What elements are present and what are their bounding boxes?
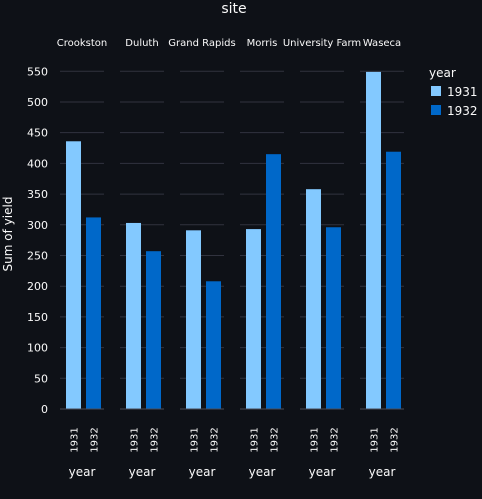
legend-title: year <box>429 66 456 80</box>
legend-label-1931[interactable]: 1931 <box>447 85 478 99</box>
bar-duluth-1931[interactable] <box>126 222 141 409</box>
x-axis-label: year <box>369 465 396 479</box>
facet-university-farm: University Farm 1931 1932 year <box>283 38 361 479</box>
y-tick-label: 550 <box>27 65 48 78</box>
chart-title: site <box>221 1 246 17</box>
legend-swatch-1931 <box>431 86 441 96</box>
bar-grand-rapids-1931[interactable] <box>186 230 201 409</box>
bar-waseca-1931[interactable] <box>366 71 381 409</box>
y-tick-label: 350 <box>27 188 48 201</box>
facet-waseca: Waseca 1931 1932 year <box>360 38 404 479</box>
x-tick-label: 1932 <box>90 427 101 452</box>
y-tick-label: 100 <box>27 342 48 355</box>
bar-waseca-1932[interactable] <box>386 151 401 409</box>
facet-grand-rapids: Grand Rapids 1931 1932 year <box>168 38 235 479</box>
bar-morris-1931[interactable] <box>246 229 261 409</box>
x-tick-label: 1932 <box>270 427 281 452</box>
bar-grand-rapids-1932[interactable] <box>206 281 221 409</box>
facet-morris: Morris 1931 1932 year <box>240 38 284 479</box>
bar-university-farm-1931[interactable] <box>306 189 321 409</box>
x-tick-label: 1931 <box>190 427 201 452</box>
y-tick-label: 50 <box>34 372 48 385</box>
x-tick-label: 1932 <box>150 427 161 452</box>
facet-header: Morris <box>247 38 278 49</box>
facet-header: Grand Rapids <box>168 38 235 49</box>
x-tick-label: 1932 <box>210 427 221 452</box>
bar-crookston-1931[interactable] <box>66 141 81 409</box>
y-axis-label: Sum of yield <box>1 197 15 272</box>
y-tick-label: 0 <box>41 403 48 416</box>
y-axis-ticks: 0 50 100 150 200 250 300 350 400 450 500 550 <box>27 65 48 416</box>
y-tick-label: 300 <box>27 219 48 232</box>
y-tick-label: 200 <box>27 280 48 293</box>
bar-university-farm-1932[interactable] <box>326 227 341 409</box>
x-axis-label: year <box>129 465 156 479</box>
facet-crookston: Crookston 1931 1932 year <box>57 38 108 479</box>
y-tick-label: 150 <box>27 311 48 324</box>
facet-header: Duluth <box>125 38 158 49</box>
legend[interactable]: year 1931 1932 <box>429 66 478 118</box>
x-tick-label: 1931 <box>250 427 261 452</box>
facet-duluth: Duluth 1931 1932 year <box>120 38 164 479</box>
facet-header: University Farm <box>283 38 361 49</box>
legend-swatch-1932 <box>431 105 441 115</box>
facet-header: Waseca <box>363 38 401 49</box>
x-tick-label: 1931 <box>70 427 81 452</box>
facet-header: Crookston <box>57 38 108 49</box>
x-tick-label: 1931 <box>310 427 321 452</box>
x-axis-label: year <box>189 465 216 479</box>
x-tick-label: 1931 <box>370 427 381 452</box>
x-axis-label: year <box>69 465 96 479</box>
x-axis-label: year <box>309 465 336 479</box>
bar-morris-1932[interactable] <box>266 154 281 409</box>
y-tick-label: 450 <box>27 127 48 140</box>
legend-label-1932[interactable]: 1932 <box>447 104 478 118</box>
x-tick-label: 1932 <box>390 427 401 452</box>
y-tick-label: 250 <box>27 249 48 262</box>
x-tick-label: 1931 <box>130 427 141 452</box>
bar-crookston-1932[interactable] <box>86 217 101 409</box>
y-tick-label: 500 <box>27 96 48 109</box>
x-axis-label: year <box>249 465 276 479</box>
x-tick-label: 1932 <box>330 427 341 452</box>
y-tick-label: 400 <box>27 157 48 170</box>
bar-duluth-1932[interactable] <box>146 251 161 409</box>
